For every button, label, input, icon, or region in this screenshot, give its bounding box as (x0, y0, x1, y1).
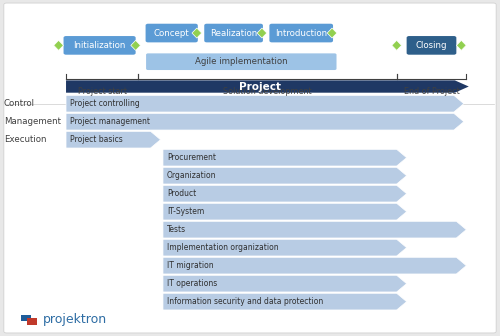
Text: Closing: Closing (416, 41, 447, 50)
Polygon shape (163, 203, 406, 220)
Polygon shape (131, 40, 140, 50)
FancyBboxPatch shape (146, 53, 336, 70)
Text: Project management: Project management (70, 117, 150, 126)
Polygon shape (163, 293, 406, 310)
Text: Procurement: Procurement (167, 153, 216, 162)
Polygon shape (66, 131, 160, 148)
FancyBboxPatch shape (204, 24, 263, 42)
Text: Initialization: Initialization (74, 41, 126, 50)
Polygon shape (192, 28, 202, 38)
Polygon shape (66, 95, 464, 112)
Text: Implementation organization: Implementation organization (167, 243, 278, 252)
Polygon shape (163, 239, 406, 256)
Text: IT migration: IT migration (167, 261, 214, 270)
Text: Control: Control (4, 99, 35, 108)
Text: Information security and data protection: Information security and data protection (167, 297, 323, 306)
Polygon shape (456, 40, 466, 50)
Text: Introduction: Introduction (275, 29, 328, 38)
FancyBboxPatch shape (4, 3, 496, 333)
Text: Project: Project (240, 82, 282, 91)
Text: End of Project: End of Project (404, 87, 460, 96)
Text: Solution development: Solution development (223, 87, 312, 96)
Polygon shape (163, 167, 406, 184)
Polygon shape (163, 257, 466, 274)
Text: Project start: Project start (78, 87, 126, 96)
Polygon shape (163, 275, 406, 292)
Text: Management: Management (4, 117, 61, 126)
Text: projektron: projektron (43, 313, 108, 326)
Polygon shape (163, 185, 406, 202)
Polygon shape (163, 221, 466, 238)
Text: IT operations: IT operations (167, 279, 217, 288)
Polygon shape (392, 40, 402, 50)
Polygon shape (54, 40, 64, 50)
FancyBboxPatch shape (146, 24, 198, 42)
Text: Project basics: Project basics (70, 135, 123, 144)
Text: Tests: Tests (167, 225, 186, 234)
Text: IT-System: IT-System (167, 207, 204, 216)
Polygon shape (163, 149, 406, 166)
FancyBboxPatch shape (406, 36, 457, 55)
Text: Realization: Realization (210, 29, 257, 38)
Text: Project controlling: Project controlling (70, 99, 140, 108)
Polygon shape (327, 28, 337, 38)
Polygon shape (66, 113, 464, 130)
Text: Organization: Organization (167, 171, 216, 180)
Bar (28, 318, 37, 325)
Text: Concept: Concept (154, 29, 190, 38)
FancyBboxPatch shape (270, 24, 333, 42)
Polygon shape (257, 28, 267, 38)
Text: Product: Product (167, 189, 196, 198)
Bar (22, 315, 31, 321)
Text: Execution: Execution (4, 135, 46, 144)
Text: Agile implementation: Agile implementation (195, 57, 288, 66)
FancyBboxPatch shape (64, 36, 136, 55)
Polygon shape (66, 80, 469, 93)
